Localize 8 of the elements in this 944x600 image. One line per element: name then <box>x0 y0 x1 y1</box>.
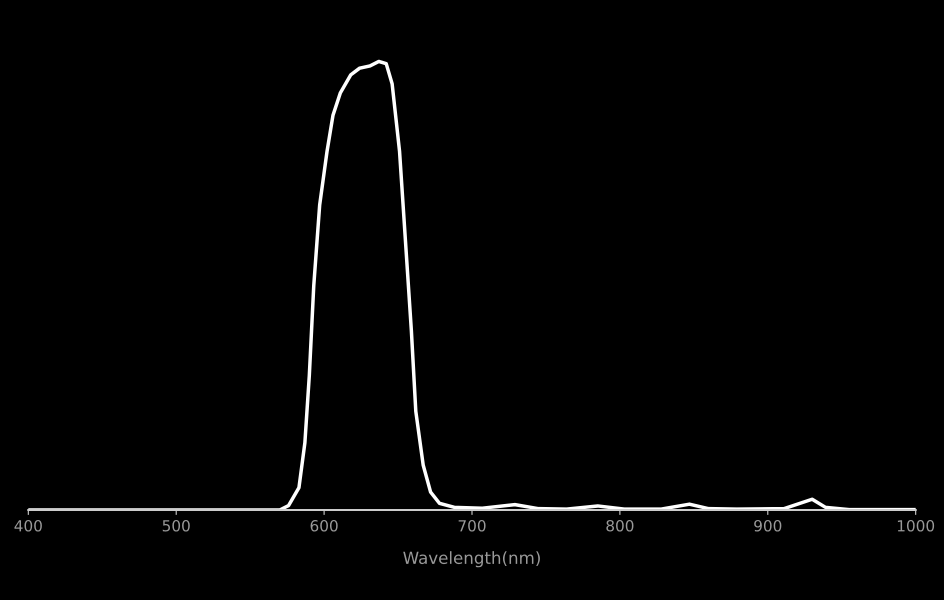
x-tick-label: 700 <box>458 520 486 532</box>
x-tick-label: 500 <box>162 520 190 532</box>
x-tick-label: 600 <box>310 520 338 532</box>
x-tick-label: 800 <box>606 520 634 532</box>
x-tick-label: 900 <box>754 520 782 532</box>
x-tick-label: 1000 <box>898 520 934 532</box>
x-axis-title: Wavelength(nm) <box>403 551 540 568</box>
x-tick-label: 400 <box>14 520 42 532</box>
